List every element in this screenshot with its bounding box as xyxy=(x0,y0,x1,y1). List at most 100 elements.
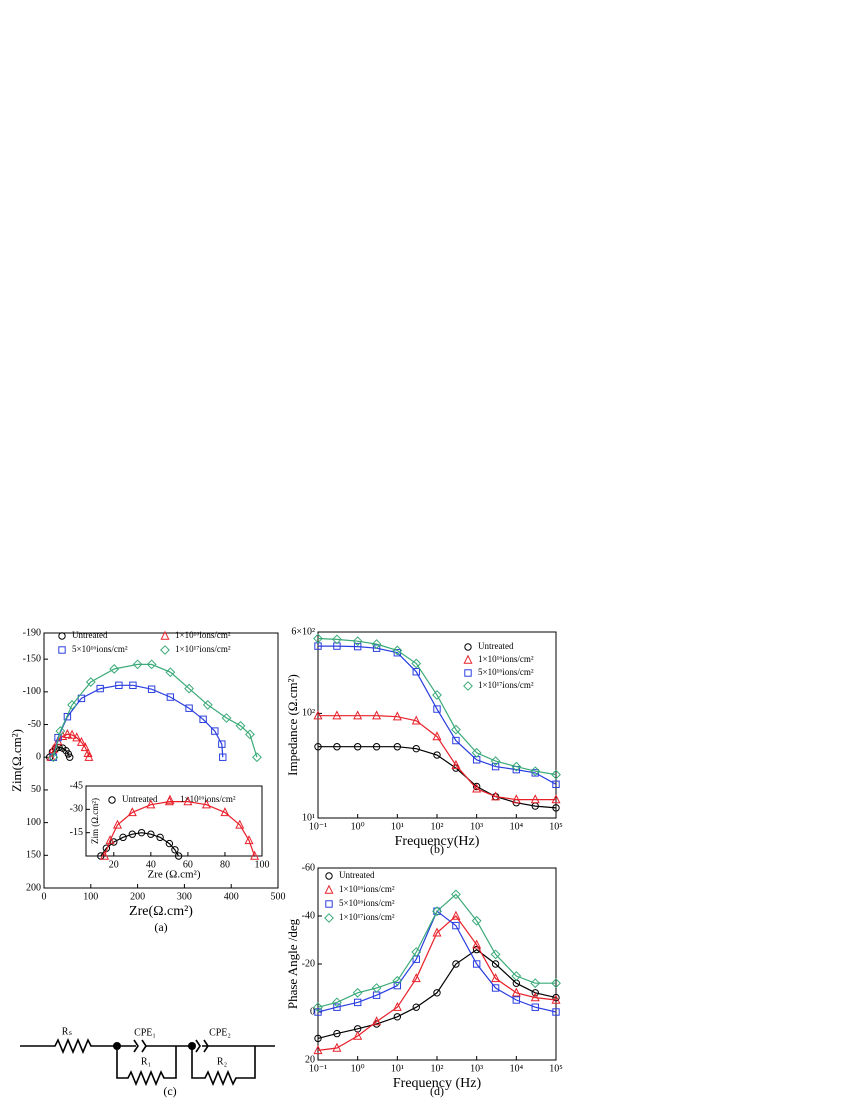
point xyxy=(411,658,422,669)
point xyxy=(72,732,82,742)
series-line xyxy=(103,801,256,857)
point xyxy=(76,736,86,746)
x-tick-label: 10⁴ xyxy=(510,1063,524,1074)
point xyxy=(393,1013,402,1021)
node xyxy=(113,1042,121,1050)
point xyxy=(392,645,403,656)
legend-label: Untreated xyxy=(339,870,375,880)
point xyxy=(472,783,482,793)
y-tick-label: 0 xyxy=(310,1006,315,1017)
x-tick-label: 20 xyxy=(109,859,119,870)
series-line xyxy=(317,915,557,1051)
point xyxy=(392,711,402,721)
x-tick-label: 200 xyxy=(130,891,145,902)
x-tick-label: 10⁰ xyxy=(351,1063,365,1074)
point xyxy=(199,715,207,724)
point xyxy=(77,694,86,703)
point xyxy=(353,998,362,1007)
y-tick-label: 50 xyxy=(31,784,41,795)
point xyxy=(472,960,481,968)
point xyxy=(166,693,175,701)
point xyxy=(511,761,522,772)
legend-label: 1×10¹⁷ions/cm² xyxy=(478,680,534,690)
point xyxy=(313,710,323,720)
legend-label: 5×10¹⁶ions/cm² xyxy=(478,667,534,677)
point xyxy=(411,715,421,725)
legend-label: 1×10¹⁶ions/cm² xyxy=(180,794,236,804)
point xyxy=(511,987,521,997)
x-axis-label: Frequency (Hz) xyxy=(393,1076,482,1091)
point xyxy=(202,700,213,710)
y-tick-label: -190 xyxy=(23,627,41,638)
point xyxy=(105,835,115,845)
point xyxy=(235,720,246,731)
point xyxy=(452,736,460,745)
legend-label: 5×10¹⁶ions/cm² xyxy=(72,644,128,654)
series-line xyxy=(318,645,557,785)
point xyxy=(185,704,193,712)
point xyxy=(128,830,137,838)
point xyxy=(147,830,155,838)
point xyxy=(220,807,230,817)
point xyxy=(146,799,156,809)
point xyxy=(392,975,403,986)
y-tick-label: -45 xyxy=(70,780,83,791)
point xyxy=(451,759,461,769)
series-line xyxy=(317,948,557,1039)
legend-marker xyxy=(160,645,170,655)
point xyxy=(85,677,96,687)
point xyxy=(313,1002,323,1013)
point xyxy=(531,989,539,997)
circuit-label: CPE₁ xyxy=(134,1027,156,1038)
y-axis-label: Zim (Ω.cm²) xyxy=(90,798,100,844)
point xyxy=(129,681,137,690)
y-tick-label: -20 xyxy=(302,958,315,969)
point xyxy=(551,994,561,1004)
point xyxy=(119,833,127,842)
point xyxy=(530,992,540,1002)
point xyxy=(412,1003,420,1011)
x-tick-label: 10⁴ xyxy=(510,821,524,832)
point xyxy=(314,1008,322,1016)
legend-label: Untreated xyxy=(72,630,108,640)
point xyxy=(451,910,461,920)
point xyxy=(411,973,421,983)
point xyxy=(48,752,59,763)
y-tick-label: -100 xyxy=(23,686,41,697)
x-tick-label: 0 xyxy=(42,891,47,902)
wire xyxy=(116,1046,256,1087)
x-tick-label: 10³ xyxy=(470,1063,483,1074)
point xyxy=(372,743,381,751)
x-tick-label: 10⁵ xyxy=(549,821,563,832)
inset-frame xyxy=(85,785,263,857)
point xyxy=(201,799,211,809)
legend-marker xyxy=(325,900,333,908)
y-tick-label: -15 xyxy=(70,827,83,838)
point xyxy=(433,989,441,997)
legend-marker xyxy=(58,632,66,640)
point xyxy=(452,921,460,930)
circuit-label: CPE₂ xyxy=(209,1027,231,1038)
point xyxy=(67,729,77,739)
point xyxy=(219,753,227,761)
point xyxy=(491,791,501,801)
y-tick-label: 6×10² xyxy=(291,626,315,637)
point xyxy=(392,1001,402,1011)
point xyxy=(235,819,245,829)
legend-label: 1×10¹⁶ions/cm² xyxy=(478,654,534,664)
x-tick-label: 10² xyxy=(431,1063,444,1074)
point xyxy=(250,850,260,860)
point xyxy=(211,727,219,735)
point xyxy=(452,960,460,968)
point xyxy=(490,949,501,960)
point xyxy=(62,729,72,739)
point xyxy=(511,794,521,804)
legend-marker xyxy=(165,794,175,804)
point xyxy=(64,750,73,758)
x-tick-label: 400 xyxy=(224,891,239,902)
point xyxy=(156,833,164,842)
point xyxy=(115,681,123,690)
point xyxy=(512,996,521,1004)
y-tick-label: 20 xyxy=(305,1054,315,1065)
